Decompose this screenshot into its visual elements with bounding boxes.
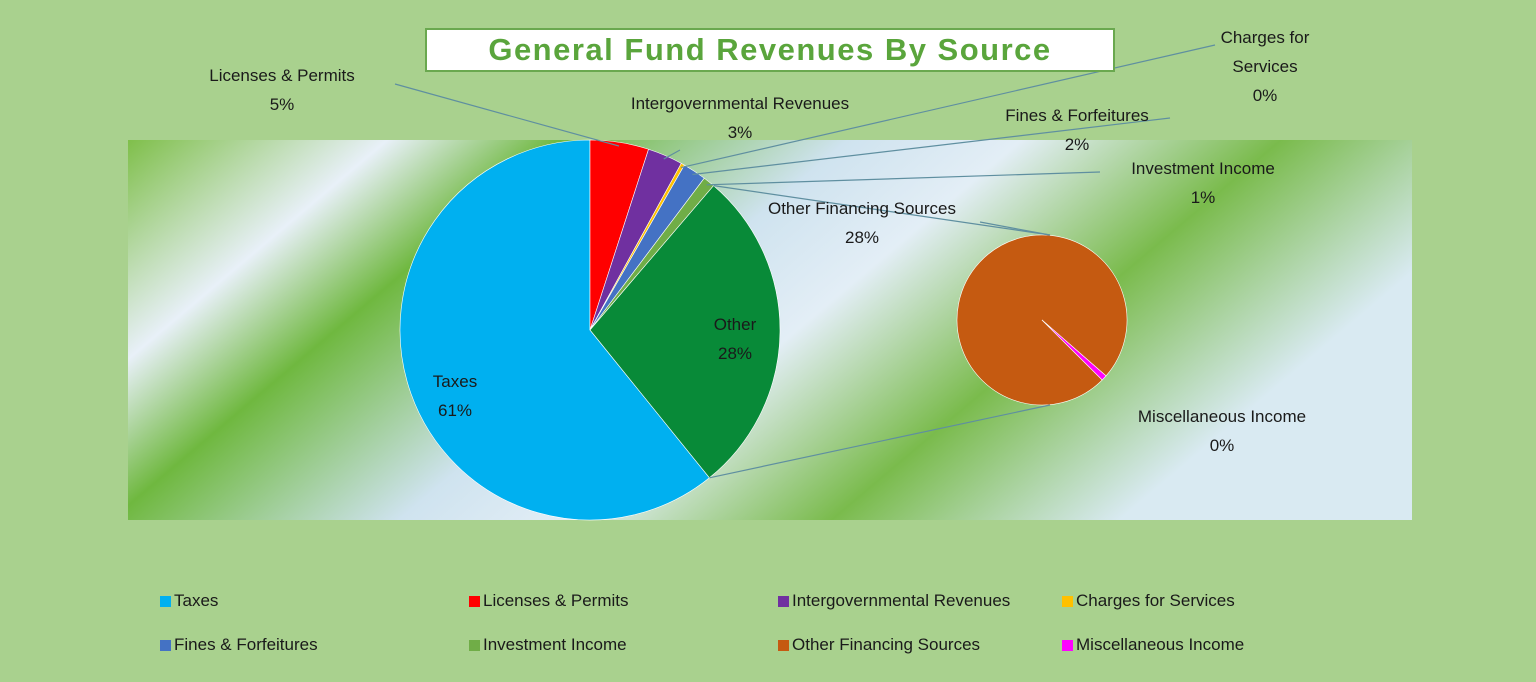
label-name: Other Financing Sources [767,199,957,218]
pie-slice [399,139,710,521]
label-name: Licenses & Permits [209,66,355,85]
label-value: 1% [1190,188,1216,207]
leader-line [692,117,1171,176]
leader-line [706,171,1101,186]
legend-swatch [778,595,789,607]
data-label: Other 28% [695,310,775,368]
leader-line [680,44,1216,169]
data-label: Miscellaneous Income 0% [1107,402,1337,460]
data-label: Licenses & Permits 5% [182,61,382,119]
legend-swatch [160,595,171,607]
legend-item: Other Financing Sources [778,635,980,655]
label-value: 28% [844,228,880,247]
legend-swatch [1062,595,1073,607]
legend-label: Investment Income [483,635,627,654]
label-name: Intergovernmental Revenues [630,94,850,113]
label-value: 5% [269,95,295,114]
data-label: Intergovernmental Revenues 3% [610,89,870,147]
legend-item: Investment Income [469,635,627,655]
legend-label: Intergovernmental Revenues [792,591,1011,610]
legend-swatch [160,639,171,651]
leader-line [663,149,681,160]
label-name: Investment Income [1131,159,1275,178]
legend-label: Taxes [174,591,219,610]
legend-label: Licenses & Permits [483,591,629,610]
label-value: 3% [727,123,753,142]
pie-slice [589,185,781,479]
legend-item: Fines & Forfeitures [160,635,318,655]
legend-label: Fines & Forfeitures [174,635,318,654]
legend-swatch [778,639,789,651]
legend-swatch [469,639,480,651]
leader-line [394,83,620,147]
label-value: 0% [1209,436,1235,455]
label-value: 28% [717,344,753,363]
legend-swatch [469,595,480,607]
legend-label: Miscellaneous Income [1076,635,1245,654]
label-value: 61% [437,401,473,420]
data-label: Charges for Services 0% [1205,23,1325,110]
data-label: Other Financing Sources 28% [732,194,992,252]
leader-line [709,404,1051,479]
data-label: Investment Income 1% [1103,154,1303,212]
legend-item: Licenses & Permits [469,591,629,611]
legend-swatch [1062,639,1073,651]
label-name: Taxes [432,372,478,391]
legend-item: Intergovernmental Revenues [778,591,1010,611]
label-name: Fines & Forfeitures [1005,106,1149,125]
legend-item: Charges for Services [1062,591,1235,611]
data-label: Taxes 61% [415,367,495,425]
data-label: Fines & Forfeitures 2% [977,101,1177,159]
pies [394,44,1216,521]
label-name: Charges for Services [1220,28,1310,76]
legend-label: Charges for Services [1076,591,1235,610]
label-value: 0% [1252,86,1278,105]
legend-label: Other Financing Sources [792,635,981,654]
legend-item: Miscellaneous Income [1062,635,1244,655]
leader-line [979,221,1051,236]
label-name: Miscellaneous Income [1137,407,1307,426]
legend-item: Taxes [160,591,218,611]
leader-line [713,185,1051,236]
chart-title: General Fund Revenues By Source [425,28,1115,72]
pie-slice [1041,319,1107,381]
label-name: Other [713,315,757,334]
label-value: 2% [1064,135,1090,154]
